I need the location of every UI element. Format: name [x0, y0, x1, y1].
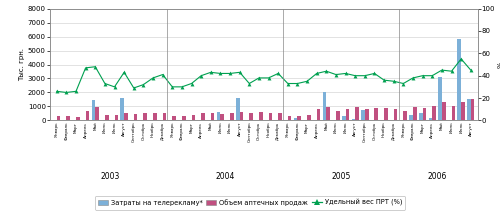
Text: 2006: 2006 — [428, 172, 446, 181]
Bar — [134, 114, 138, 120]
Bar — [288, 116, 292, 120]
Bar — [201, 114, 205, 120]
Bar — [162, 114, 166, 120]
Bar — [268, 113, 272, 120]
Bar — [217, 112, 220, 120]
Bar — [182, 115, 186, 120]
Bar — [322, 92, 326, 120]
Bar — [365, 109, 368, 120]
Bar — [278, 113, 282, 120]
Bar — [432, 106, 436, 120]
Y-axis label: %: % — [498, 61, 500, 68]
Bar — [220, 114, 224, 120]
Bar — [394, 109, 398, 120]
Bar — [230, 114, 234, 120]
Legend: Затраты на телерекламу*, Объем аптечных продаж, Удельный вес ПРТ (%): Затраты на телерекламу*, Объем аптечных … — [94, 195, 406, 209]
Bar — [419, 113, 422, 120]
Bar — [461, 102, 465, 120]
Bar — [307, 115, 310, 120]
Bar — [96, 107, 99, 120]
Bar — [124, 113, 128, 120]
Bar — [250, 113, 253, 120]
Bar — [172, 116, 176, 120]
Bar — [438, 77, 442, 120]
Bar — [105, 115, 108, 120]
Bar — [240, 112, 244, 120]
Bar — [404, 111, 407, 120]
Text: 2004: 2004 — [216, 172, 235, 181]
Bar — [384, 108, 388, 120]
Bar — [346, 109, 349, 120]
Bar — [66, 116, 70, 120]
Bar — [192, 115, 195, 120]
Bar — [92, 100, 96, 120]
Bar — [458, 39, 461, 120]
Bar — [422, 108, 426, 120]
Bar — [298, 115, 301, 120]
Y-axis label: Тыс. грн.: Тыс. грн. — [19, 48, 25, 81]
Bar — [211, 113, 214, 120]
Bar — [114, 115, 118, 120]
Text: 2003: 2003 — [100, 172, 119, 181]
Bar — [259, 112, 262, 120]
Bar — [294, 118, 298, 120]
Text: 2005: 2005 — [331, 172, 350, 181]
Bar — [342, 116, 345, 120]
Bar — [236, 98, 240, 120]
Bar — [144, 114, 147, 120]
Bar — [410, 115, 413, 120]
Bar — [326, 107, 330, 120]
Bar — [442, 102, 446, 120]
Bar — [153, 114, 156, 120]
Bar — [352, 119, 355, 120]
Bar — [452, 106, 455, 120]
Bar — [428, 118, 432, 120]
Bar — [374, 108, 378, 120]
Bar — [316, 109, 320, 120]
Bar — [355, 107, 359, 120]
Bar — [336, 111, 340, 120]
Bar — [361, 110, 365, 120]
Bar — [56, 115, 60, 120]
Bar — [76, 117, 80, 120]
Bar — [413, 107, 416, 120]
Bar — [467, 99, 471, 120]
Bar — [471, 99, 474, 120]
Bar — [120, 98, 124, 120]
Bar — [86, 111, 89, 120]
